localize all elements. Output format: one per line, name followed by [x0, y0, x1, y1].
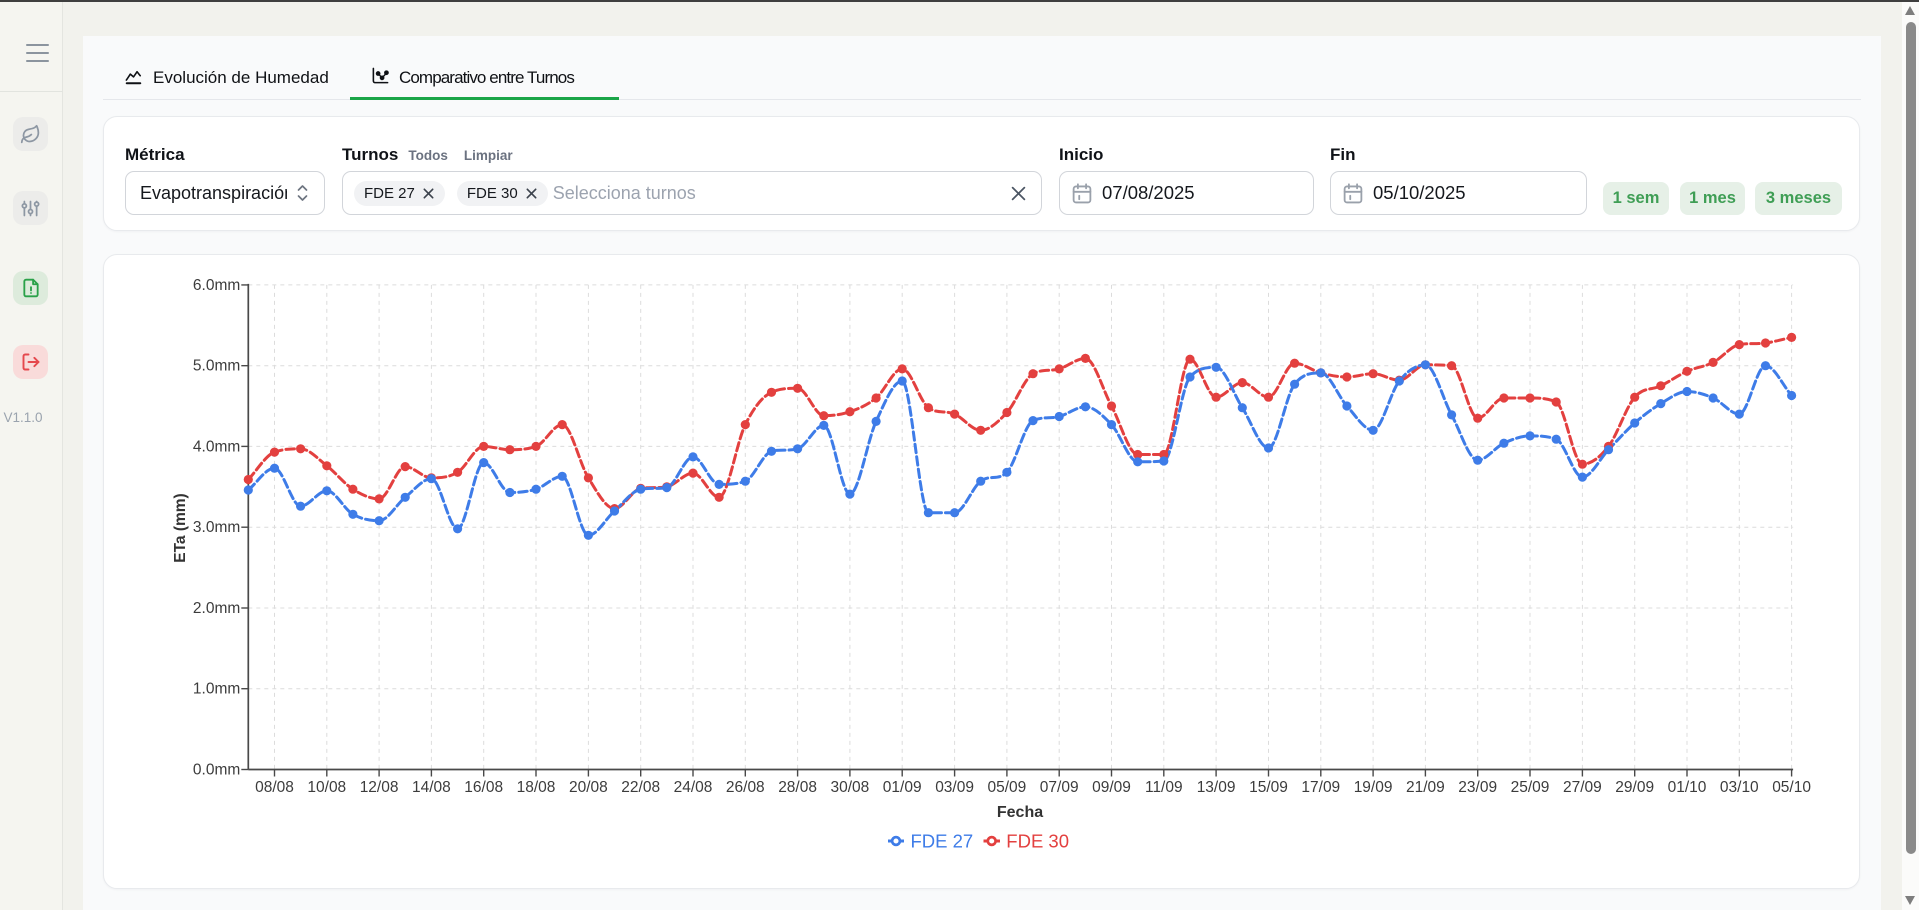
svg-text:3.0mm: 3.0mm — [193, 519, 240, 536]
svg-text:20/08: 20/08 — [569, 779, 608, 796]
svg-text:17/09: 17/09 — [1301, 779, 1340, 796]
svg-text:08/08: 08/08 — [255, 779, 294, 796]
svg-text:19/09: 19/09 — [1354, 779, 1393, 796]
svg-text:01/09: 01/09 — [883, 779, 922, 796]
svg-text:03/10: 03/10 — [1720, 779, 1759, 796]
svg-text:14/08: 14/08 — [412, 779, 451, 796]
svg-text:4.0mm: 4.0mm — [193, 438, 240, 455]
svg-text:11/09: 11/09 — [1145, 779, 1183, 796]
svg-text:01/10: 01/10 — [1668, 779, 1707, 796]
svg-text:26/08: 26/08 — [726, 779, 765, 796]
svg-text:09/09: 09/09 — [1092, 779, 1131, 796]
svg-text:29/09: 29/09 — [1615, 779, 1654, 796]
svg-text:21/09: 21/09 — [1406, 779, 1445, 796]
svg-text:07/09: 07/09 — [1040, 779, 1079, 796]
svg-text:10/08: 10/08 — [307, 779, 346, 796]
svg-text:05/09: 05/09 — [988, 779, 1027, 796]
svg-text:6.0mm: 6.0mm — [193, 277, 240, 294]
svg-text:30/08: 30/08 — [831, 779, 870, 796]
svg-text:2.0mm: 2.0mm — [193, 600, 240, 617]
svg-text:5.0mm: 5.0mm — [193, 358, 240, 375]
svg-text:12/08: 12/08 — [360, 779, 399, 796]
svg-text:16/08: 16/08 — [464, 779, 503, 796]
svg-text:24/08: 24/08 — [674, 779, 713, 796]
svg-text:Fecha: Fecha — [997, 804, 1043, 821]
svg-text:FDE 30: FDE 30 — [1006, 831, 1069, 852]
svg-text:0.0mm: 0.0mm — [193, 762, 240, 779]
svg-text:05/10: 05/10 — [1772, 779, 1811, 796]
svg-text:28/08: 28/08 — [778, 779, 817, 796]
svg-text:13/09: 13/09 — [1197, 779, 1236, 796]
svg-text:22/08: 22/08 — [621, 779, 660, 796]
svg-text:1.0mm: 1.0mm — [193, 681, 240, 698]
svg-text:18/08: 18/08 — [517, 779, 556, 796]
svg-text:15/09: 15/09 — [1249, 779, 1288, 796]
svg-text:FDE 27: FDE 27 — [911, 831, 974, 852]
svg-text:25/09: 25/09 — [1511, 779, 1550, 796]
svg-text:ETa (mm): ETa (mm) — [172, 493, 189, 562]
svg-text:23/09: 23/09 — [1458, 779, 1497, 796]
svg-text:27/09: 27/09 — [1563, 779, 1602, 796]
svg-text:03/09: 03/09 — [935, 779, 974, 796]
